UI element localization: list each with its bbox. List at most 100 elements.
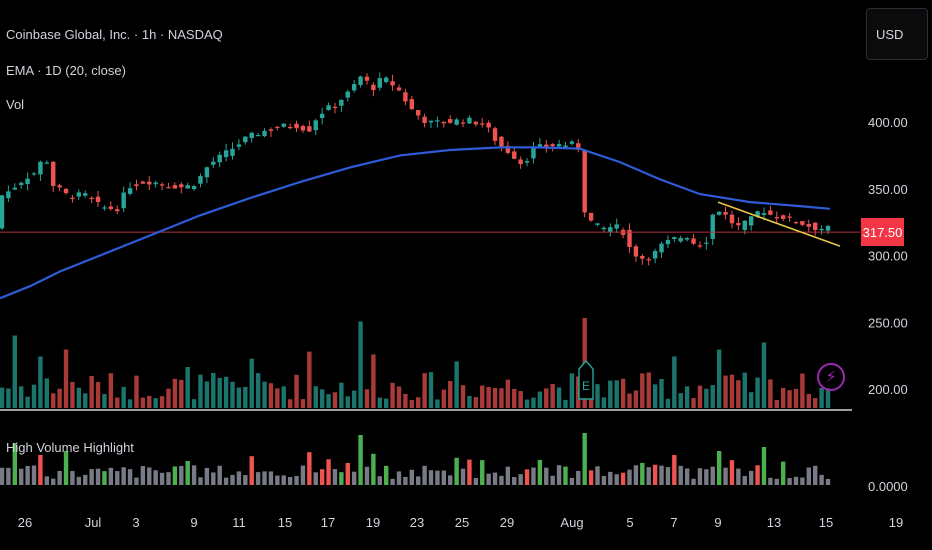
volume-bar xyxy=(25,396,30,408)
time-axis-tick: 15 xyxy=(278,515,292,530)
volume-bar xyxy=(595,384,600,408)
volume-bar xyxy=(403,393,408,408)
candle xyxy=(364,76,370,81)
candlestick-series xyxy=(0,72,831,266)
high-volume-bar xyxy=(819,474,824,485)
high-volume-bar xyxy=(499,475,504,485)
time-axis-tick: 9 xyxy=(714,515,721,530)
high-volume-bar xyxy=(326,459,331,485)
lightning-icon[interactable]: ⚡ xyxy=(817,363,845,391)
candle xyxy=(736,222,741,226)
candle xyxy=(537,144,543,147)
candle xyxy=(742,220,747,231)
candle xyxy=(652,251,658,259)
candle xyxy=(223,150,229,158)
high-volume-bar xyxy=(652,464,658,485)
high-volume-bar xyxy=(345,462,350,485)
volume-bar xyxy=(223,376,229,408)
time-axis-tick: 3 xyxy=(132,515,139,530)
candle xyxy=(326,105,331,111)
candle xyxy=(716,211,722,215)
high-volume-bar xyxy=(371,453,376,485)
trendline-drawing[interactable] xyxy=(717,201,841,247)
high-volume-bar xyxy=(576,470,581,485)
high-volume-bar xyxy=(518,474,523,485)
high-volume-bar xyxy=(428,470,434,485)
volume-bar xyxy=(134,375,139,408)
high-volume-bar xyxy=(588,470,594,485)
candle xyxy=(236,144,242,147)
candle xyxy=(159,184,165,186)
volume-bar xyxy=(428,372,434,408)
volume-bar xyxy=(416,397,421,408)
candle xyxy=(505,145,511,153)
time-axis-tick: 26 xyxy=(18,515,32,530)
high-volume-legend[interactable]: High Volume Highlight xyxy=(6,440,134,455)
candle xyxy=(601,227,607,230)
candle xyxy=(319,113,325,119)
symbol-title[interactable]: Coinbase Global, Inc. · 1h · NASDAQ xyxy=(6,27,223,42)
high-volume-bar xyxy=(800,477,805,485)
high-volume-bar xyxy=(582,433,587,485)
candle xyxy=(198,176,203,184)
candle xyxy=(467,117,472,124)
candle xyxy=(147,181,152,185)
candle xyxy=(755,211,760,217)
candle xyxy=(563,145,568,148)
earnings-icon[interactable]: E xyxy=(578,360,594,400)
time-axis-tick: 15 xyxy=(819,515,833,530)
candle xyxy=(665,239,671,245)
volume-bar xyxy=(531,397,536,408)
high-volume-bar xyxy=(134,477,139,485)
high-volume-bar xyxy=(319,469,325,485)
candle xyxy=(800,221,805,225)
candle xyxy=(428,120,434,123)
high-volume-bar xyxy=(307,452,312,485)
volume-bar xyxy=(70,381,75,408)
candle xyxy=(108,206,114,209)
price-axis-tick: 400.00 xyxy=(868,115,908,130)
volume-bar xyxy=(300,399,306,408)
candle xyxy=(19,182,24,186)
high-volume-bar xyxy=(377,476,382,485)
high-volume-bar xyxy=(339,472,344,485)
price-axis[interactable]: 400.00 350.00 300.00 250.00 200.00 xyxy=(868,115,908,397)
time-axis-tick: Aug xyxy=(560,515,583,530)
time-axis-tick: 25 xyxy=(455,515,469,530)
high-volume-bar xyxy=(249,456,254,485)
volume-bar xyxy=(806,393,811,408)
ema-legend[interactable]: EMA · 1D (20, close) xyxy=(6,63,126,78)
volume-bar xyxy=(697,385,703,408)
high-volume-bar xyxy=(761,447,767,485)
candle xyxy=(243,136,248,143)
time-axis[interactable]: 26 Jul 3 9 11 15 17 19 23 25 29 Aug 5 7 9 13 15 19 xyxy=(18,515,903,530)
high-volume-bar xyxy=(390,478,395,485)
candle xyxy=(556,144,562,147)
currency-button[interactable]: USD xyxy=(866,8,928,60)
high-volume-bar xyxy=(537,459,543,485)
volume-bar xyxy=(524,399,530,408)
high-volume-bar xyxy=(710,466,715,485)
volume-bar xyxy=(83,393,88,408)
candle xyxy=(63,188,69,194)
volume-bar xyxy=(204,381,210,408)
high-volume-bar xyxy=(435,470,440,485)
high-volume-bar xyxy=(12,443,18,485)
volume-legend[interactable]: Vol xyxy=(6,97,25,112)
candle xyxy=(499,136,504,148)
candle xyxy=(172,185,178,189)
volume-bar xyxy=(345,396,350,408)
candle xyxy=(409,99,414,110)
volume-bar xyxy=(588,391,594,408)
volume-bar xyxy=(217,377,222,408)
high-volume-bar xyxy=(25,465,30,485)
candle xyxy=(761,213,767,215)
volume-bar xyxy=(396,386,402,408)
high-volume-bar xyxy=(211,472,216,485)
high-volume-bar xyxy=(659,465,664,485)
volume-bar xyxy=(211,372,216,408)
candle xyxy=(268,129,274,131)
candle xyxy=(659,243,664,253)
volume-bar xyxy=(95,382,101,408)
